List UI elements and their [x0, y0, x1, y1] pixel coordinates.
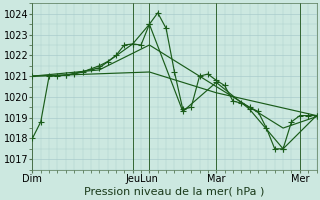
X-axis label: Pression niveau de la mer( hPa ): Pression niveau de la mer( hPa ) [84, 187, 265, 197]
